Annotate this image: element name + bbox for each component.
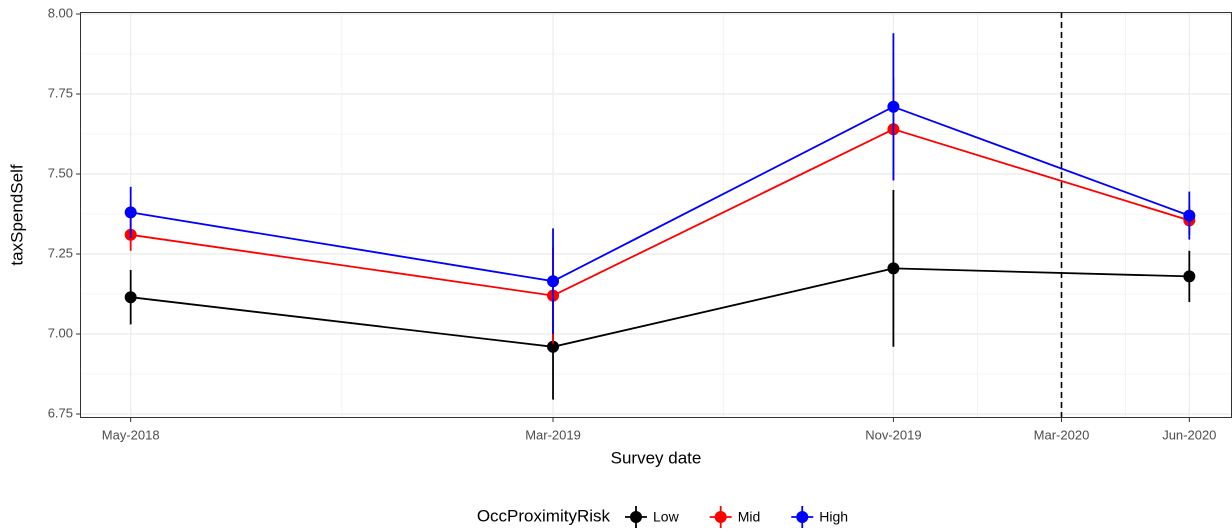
- x-tick-label: Jun-2020: [1162, 427, 1216, 442]
- point: [547, 275, 560, 288]
- x-tick-label: Mar-2020: [1034, 427, 1090, 442]
- legend-key: [714, 511, 727, 523]
- point: [124, 206, 137, 219]
- x-tick-label: Nov-2019: [865, 427, 921, 442]
- legend-label: Low: [653, 509, 680, 525]
- point: [887, 100, 900, 113]
- series-line: [130, 128, 1190, 297]
- point: [1183, 270, 1196, 283]
- y-tick-label: 7.75: [48, 85, 73, 100]
- point: [1183, 209, 1196, 222]
- x-tick-label: Mar-2019: [525, 427, 581, 442]
- legend-label: High: [819, 509, 848, 525]
- legend-label: Mid: [738, 509, 761, 525]
- point: [547, 340, 560, 353]
- legend-key: [796, 511, 809, 523]
- point: [887, 262, 900, 275]
- point: [124, 291, 137, 304]
- y-tick-label: 6.75: [48, 405, 73, 420]
- x-axis-title: Survey date: [611, 448, 702, 467]
- y-tick-label: 7.25: [48, 245, 73, 260]
- legend-key: [630, 511, 642, 523]
- y-tick-label: 8.00: [48, 5, 73, 20]
- y-axis-title: taxSpendSelf: [7, 164, 26, 265]
- y-tick-label: 7.50: [48, 165, 73, 180]
- series-line: [130, 267, 1190, 348]
- legend-title: OccProximityRisk: [477, 506, 611, 525]
- x-tick-label: May-2018: [102, 427, 160, 442]
- series-line: [130, 105, 1190, 283]
- plot-border: [80, 12, 1232, 418]
- y-tick-label: 7.00: [48, 325, 73, 340]
